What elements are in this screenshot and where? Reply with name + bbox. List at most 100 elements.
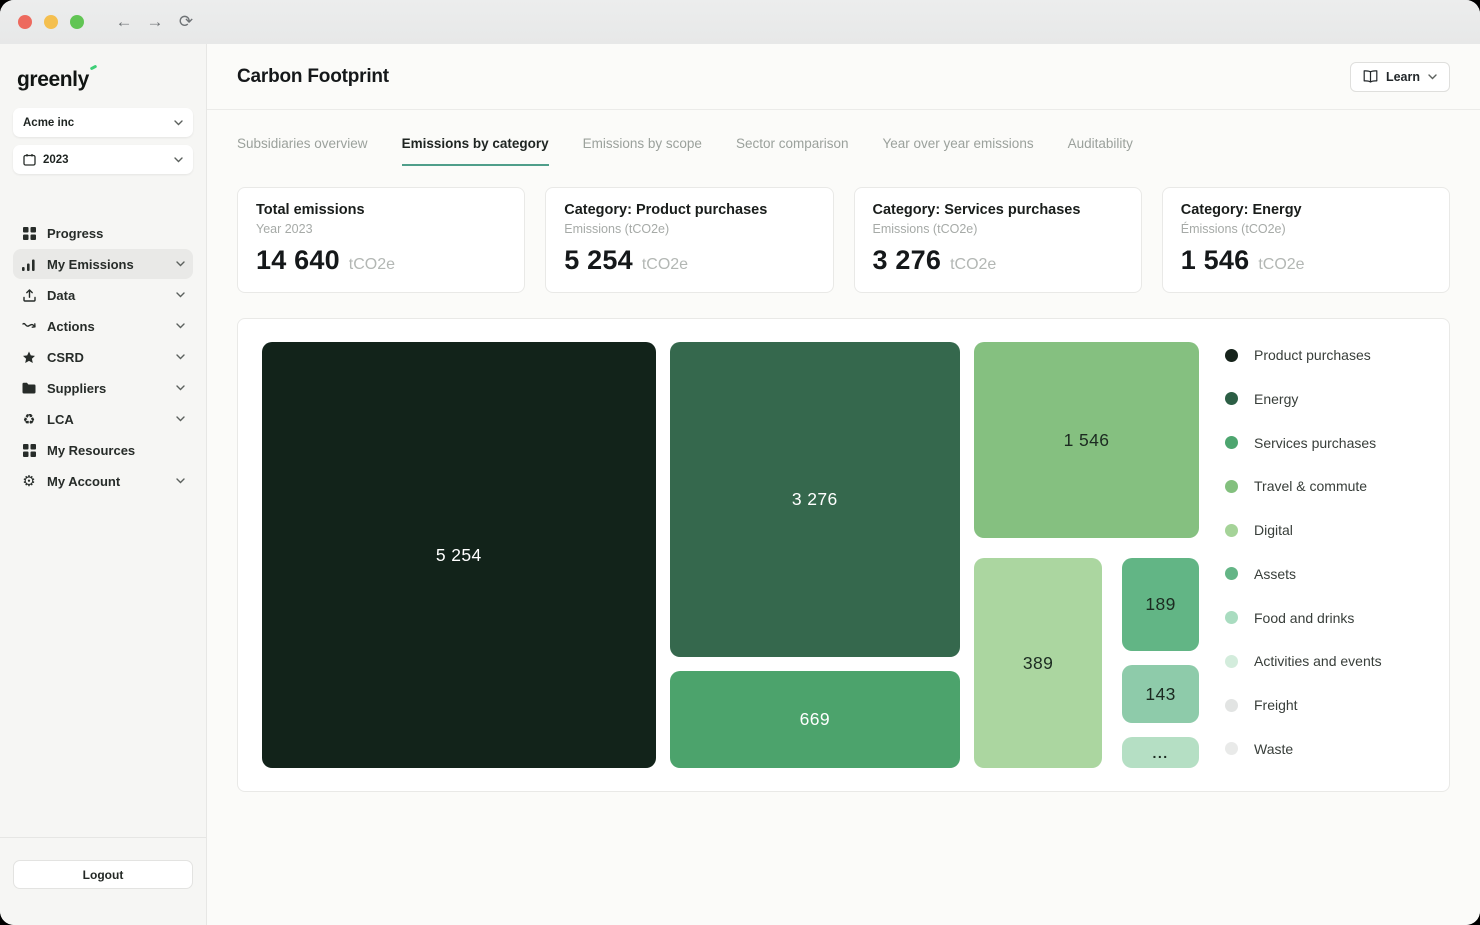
- sidebar-item-label: My Emissions: [47, 256, 134, 272]
- tab-bar: Subsidiaries overview Emissions by categ…: [207, 136, 1480, 166]
- legend-item-activities-and-events[interactable]: Activities and events: [1225, 653, 1425, 669]
- legend-dot: [1225, 436, 1238, 450]
- legend-item-services-purchases[interactable]: Services purchases: [1225, 435, 1425, 451]
- legend-dot: [1225, 611, 1238, 625]
- upload-icon: [21, 288, 37, 302]
- legend-label: Freight: [1254, 697, 1298, 714]
- grid-icon: [21, 226, 37, 240]
- legend-label: Activities and events: [1254, 653, 1382, 670]
- legend-label: Assets: [1254, 565, 1297, 582]
- maximize-window-button[interactable]: [70, 15, 84, 29]
- chevron-down-icon: [176, 292, 185, 298]
- legend-item-product-purchases[interactable]: Product purchases: [1225, 347, 1425, 363]
- tab-emissions-by-scope[interactable]: Emissions by scope: [582, 136, 702, 151]
- sidebar-item-progress[interactable]: Progress: [13, 218, 193, 248]
- sidebar-item-label: My Resources: [47, 442, 136, 458]
- chevron-down-icon: [176, 416, 185, 422]
- logo-text: greenly: [17, 68, 89, 91]
- minimize-window-button[interactable]: [44, 15, 58, 29]
- legend-label: Food and drinks: [1254, 609, 1355, 626]
- back-icon[interactable]: ←: [115, 12, 133, 31]
- chevron-down-icon: [176, 385, 185, 391]
- legend-item-assets[interactable]: Assets: [1225, 566, 1425, 582]
- chevron-down-icon: [176, 323, 185, 329]
- bar-chart-icon: [21, 258, 37, 271]
- legend-dot: [1225, 348, 1238, 362]
- sidebar-item-label: Suppliers: [47, 380, 107, 396]
- chevron-down-icon: [1428, 73, 1437, 80]
- sidebar-item-lca[interactable]: ♻ LCA: [13, 404, 193, 434]
- stat-card-subtitle: Emissions (tCO2e): [564, 222, 670, 236]
- logout-button[interactable]: Logout: [13, 860, 193, 889]
- treemap-block-energy[interactable]: 1 546: [974, 342, 1199, 538]
- page-header: Carbon Footprint Learn: [207, 44, 1480, 110]
- sidebar-item-suppliers[interactable]: Suppliers: [13, 373, 193, 403]
- treemap-block-389[interactable]: 389: [974, 558, 1103, 768]
- company-selector[interactable]: Acme inc: [13, 108, 193, 137]
- close-window-button[interactable]: [18, 15, 32, 29]
- legend-label: Energy: [1254, 390, 1299, 407]
- treemap-block-others[interactable]: ...: [1122, 737, 1199, 768]
- gear-icon: ⚙: [22, 472, 36, 490]
- year-selector-value: 2023: [43, 153, 69, 166]
- legend-dot: [1225, 567, 1238, 581]
- sidebar-item-my-account[interactable]: ⚙ My Account: [13, 466, 193, 496]
- sidebar-item-my-emissions[interactable]: My Emissions: [13, 249, 193, 279]
- stat-card-title: Category: Energy: [1180, 202, 1302, 218]
- legend-item-energy[interactable]: Energy: [1225, 391, 1425, 407]
- treemap-block-product-purchases[interactable]: 5 254: [262, 342, 656, 768]
- stat-card-title: Category: Services purchases: [872, 202, 1081, 218]
- tab-auditability[interactable]: Auditability: [1067, 136, 1133, 151]
- tab-year-over-year-emissions[interactable]: Year over year emissions: [882, 136, 1034, 151]
- company-selector-value: Acme inc: [23, 116, 75, 129]
- folder-icon: [21, 382, 37, 394]
- stat-card-product-purchases: Category: Product purchases Emissions (t…: [545, 187, 834, 293]
- grid-icon: [21, 443, 37, 457]
- stat-card-energy: Category: Energy Émissions (tCO2e) 1 546…: [1161, 187, 1450, 293]
- sidebar-item-data[interactable]: Data: [13, 280, 193, 310]
- tab-sector-comparison[interactable]: Sector comparison: [735, 136, 849, 151]
- main-content: Carbon Footprint Learn Subsidiaries over…: [207, 44, 1480, 925]
- sidebar-item-label: CSRD: [47, 349, 84, 365]
- legend-item-travel-commute[interactable]: Travel & commute: [1225, 478, 1425, 494]
- stat-card-services-purchases: Category: Services purchases Emissions (…: [853, 187, 1142, 293]
- stat-cards: Total emissions Year 2023 14 640 tCO2e C…: [207, 187, 1480, 293]
- treemap-block-189[interactable]: 189: [1122, 558, 1199, 651]
- stat-card-value: 14 640: [256, 245, 340, 275]
- legend-item-digital[interactable]: Digital: [1225, 522, 1425, 538]
- stat-card-subtitle: Year 2023: [256, 222, 313, 236]
- tab-subsidiaries-overview[interactable]: Subsidiaries overview: [237, 136, 368, 151]
- treemap-block-services-purchases[interactable]: 3 276: [669, 342, 960, 657]
- stat-card-unit: tCO2e: [641, 256, 689, 273]
- sidebar-item-actions[interactable]: Actions: [13, 311, 193, 341]
- sidebar-item-label: My Account: [47, 473, 121, 489]
- page-title: Carbon Footprint: [237, 65, 389, 87]
- forward-icon[interactable]: →: [146, 12, 164, 31]
- sidebar-item-label: Progress: [47, 225, 104, 241]
- sidebar: greenly Acme inc 2023: [0, 44, 207, 925]
- learn-button[interactable]: Learn: [1349, 61, 1450, 92]
- legend-item-freight[interactable]: Freight: [1225, 697, 1425, 713]
- chevron-down-icon: [174, 156, 183, 163]
- sidebar-divider: [0, 837, 206, 838]
- refresh-icon[interactable]: ⟳: [178, 12, 194, 31]
- sidebar-item-csrd[interactable]: CSRD: [13, 342, 193, 372]
- legend-dot: [1225, 392, 1238, 406]
- tab-emissions-by-category[interactable]: Emissions by category: [401, 136, 549, 166]
- treemap-block-669[interactable]: 669: [669, 671, 960, 768]
- legend-label: Product purchases: [1254, 347, 1371, 363]
- stat-card-value: 5 254: [564, 245, 633, 275]
- year-selector[interactable]: 2023: [13, 145, 193, 174]
- legend-dot: [1225, 654, 1238, 668]
- legend-item-food-and-drinks[interactable]: Food and drinks: [1225, 610, 1425, 626]
- treemap-block-143[interactable]: 143: [1122, 665, 1199, 723]
- sidebar-item-my-resources[interactable]: My Resources: [13, 435, 193, 465]
- legend-item-waste[interactable]: Waste: [1225, 741, 1425, 757]
- stat-card-total-emissions: Total emissions Year 2023 14 640 tCO2e: [237, 187, 526, 293]
- learn-button-label: Learn: [1385, 69, 1420, 84]
- chevron-down-icon: [174, 119, 183, 126]
- chevron-down-icon: [176, 354, 185, 360]
- window-controls: [18, 15, 84, 29]
- sidebar-item-label: Data: [47, 287, 76, 303]
